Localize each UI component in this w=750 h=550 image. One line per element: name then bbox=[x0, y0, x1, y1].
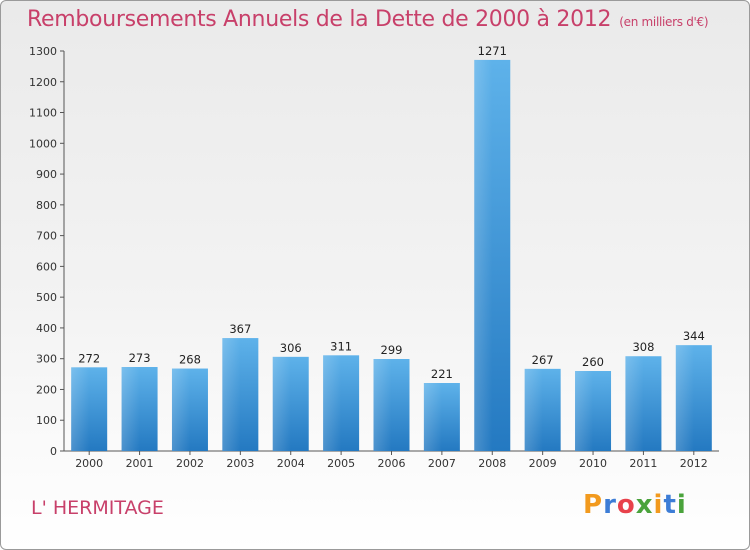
x-axis: 2000 2001 2002 2003 2004 2005 2006 2007 2008 2009… bbox=[64, 450, 719, 470]
data-label-2012: 344 bbox=[683, 329, 705, 343]
y-tick-label: 0 bbox=[50, 445, 57, 458]
logo-letter: r bbox=[603, 490, 617, 520]
data-label-2005: 311 bbox=[330, 339, 352, 353]
y-tick-label: 1000 bbox=[29, 137, 57, 150]
bar-highlight bbox=[675, 345, 694, 451]
data-labels-group: 272 273 268 367 306 311 299 221 1271 267 260 308 344 bbox=[78, 44, 705, 381]
proxiti-logo: Proxiti bbox=[583, 490, 693, 526]
bar-highlight bbox=[71, 367, 90, 451]
logo-letter: i bbox=[653, 490, 664, 520]
bar-highlight bbox=[423, 383, 442, 451]
logo-letter: t bbox=[663, 490, 677, 520]
x-tick-label-2002: 2002 bbox=[176, 457, 204, 470]
bar-highlight bbox=[373, 359, 392, 451]
logo-letter: o bbox=[616, 490, 636, 520]
x-tick-label-2008: 2008 bbox=[478, 457, 506, 470]
x-tick-label-2006: 2006 bbox=[378, 457, 406, 470]
data-label-2002: 268 bbox=[179, 353, 201, 367]
y-tick-label: 400 bbox=[36, 322, 57, 335]
chart-title: Remboursements Annuels de la Dette de 20… bbox=[27, 7, 709, 32]
y-tick-label: 1200 bbox=[29, 76, 57, 89]
x-tick-label-2003: 2003 bbox=[226, 457, 254, 470]
y-tick-label: 500 bbox=[36, 291, 57, 304]
x-tick-label-2004: 2004 bbox=[277, 457, 305, 470]
x-tick-label-2009: 2009 bbox=[529, 457, 557, 470]
data-label-2011: 308 bbox=[632, 340, 654, 354]
y-tick-label: 200 bbox=[36, 383, 57, 396]
data-label-2003: 367 bbox=[229, 322, 251, 336]
data-label-2008: 1271 bbox=[478, 44, 507, 58]
y-tick-label: 1300 bbox=[29, 45, 57, 58]
data-label-2009: 267 bbox=[532, 353, 554, 367]
logo-letter: P bbox=[583, 490, 604, 520]
data-label-2004: 306 bbox=[280, 341, 302, 355]
chart-unit: (en milliers d'€) bbox=[619, 15, 709, 29]
y-tick-label: 1100 bbox=[29, 107, 57, 120]
x-tick-label-2011: 2011 bbox=[629, 457, 657, 470]
x-tick-label-2005: 2005 bbox=[327, 457, 355, 470]
logo-letter: i bbox=[676, 490, 687, 520]
y-axis: 0 100 200 300 400 500 600 700 800 900 1000 1100 1200… bbox=[29, 45, 65, 458]
y-tick-label: 700 bbox=[36, 230, 57, 243]
x-tick-label-2012: 2012 bbox=[680, 457, 708, 470]
bar-highlight bbox=[474, 59, 493, 452]
bars-group bbox=[71, 59, 712, 452]
y-tick-label: 100 bbox=[36, 414, 57, 427]
data-label-2000: 272 bbox=[78, 351, 100, 365]
bar-highlight bbox=[625, 356, 644, 451]
bar-highlight bbox=[171, 368, 190, 451]
bar-highlight bbox=[575, 371, 594, 451]
data-label-2007: 221 bbox=[431, 367, 453, 381]
commune-name: L' HERMITAGE bbox=[31, 497, 164, 519]
chart-title-text: Remboursements Annuels de la Dette de 20… bbox=[27, 7, 612, 32]
y-tick-label: 600 bbox=[36, 260, 57, 273]
data-label-2010: 260 bbox=[582, 355, 604, 369]
data-label-2001: 273 bbox=[129, 351, 151, 365]
x-tick-label-2000: 2000 bbox=[75, 457, 103, 470]
y-tick-label: 300 bbox=[36, 353, 57, 366]
x-tick-label-2010: 2010 bbox=[579, 457, 607, 470]
y-tick-label: 900 bbox=[36, 168, 57, 181]
x-tick-label-2001: 2001 bbox=[126, 457, 154, 470]
bar-highlight bbox=[272, 356, 291, 451]
x-tick-label-2007: 2007 bbox=[428, 457, 456, 470]
data-label-2006: 299 bbox=[381, 343, 403, 357]
bar-highlight bbox=[524, 368, 543, 451]
logo-letter: x bbox=[635, 490, 654, 520]
bar-highlight bbox=[323, 355, 342, 451]
bar-highlight bbox=[121, 367, 140, 451]
bar-highlight bbox=[222, 338, 241, 451]
y-tick-label: 800 bbox=[36, 199, 57, 212]
